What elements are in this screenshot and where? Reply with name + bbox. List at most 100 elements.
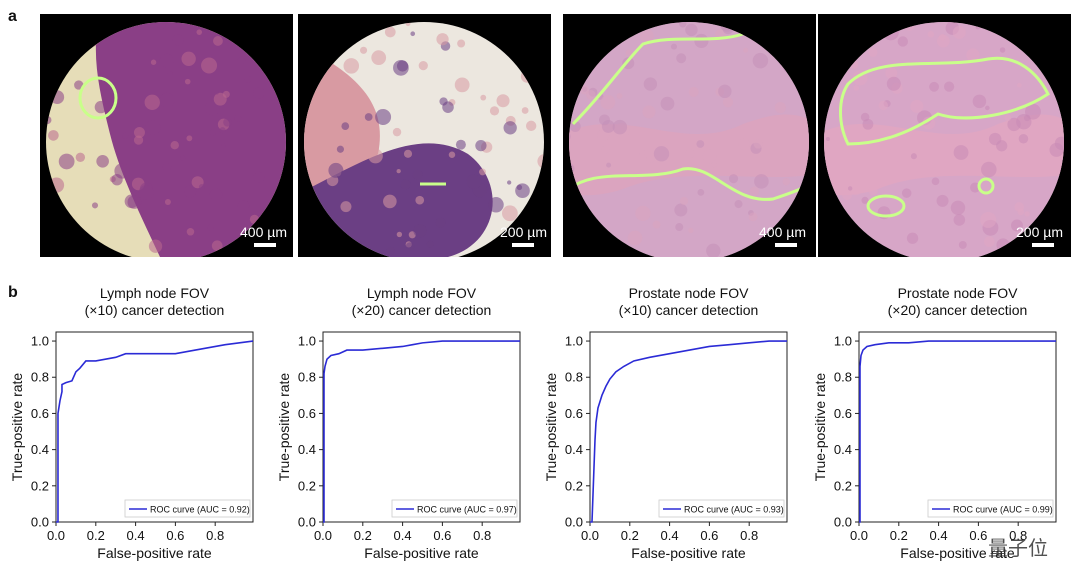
tissue-cell (237, 200, 250, 212)
tissue-cell (184, 78, 191, 85)
y-tick-label: 0.8 (834, 370, 852, 385)
tissue-cell (1041, 207, 1052, 218)
tissue-cell (270, 96, 275, 101)
tissue-cell (922, 116, 936, 130)
tissue-cell (73, 22, 87, 24)
tissue-cell (749, 186, 760, 197)
chart-title: Prostate node FOV (629, 285, 750, 301)
scale-bar-label: 400 µm (759, 224, 806, 240)
tissue-cell (108, 22, 117, 31)
micrograph-image (46, 22, 286, 257)
tissue-cell (487, 22, 503, 31)
y-tick-label: 1.0 (834, 334, 852, 349)
y-tick-label: 1.0 (298, 334, 316, 349)
tissue-cell (882, 24, 899, 41)
tissue-cell (702, 149, 717, 164)
tissue-cell (609, 248, 623, 257)
roc-chart-2: Lymph node FOV (×20) cancer detection 0.0 0… (275, 284, 533, 579)
tissue-cell (114, 163, 130, 179)
tissue-cell (91, 202, 99, 209)
tissue-cell (276, 63, 286, 77)
tissue-cell (1035, 30, 1041, 37)
tissue-cell (144, 94, 160, 111)
tissue-cell (89, 22, 101, 25)
x-tick-label: 0.6 (969, 528, 987, 543)
tissue-cell (196, 29, 203, 35)
tissue-cell (480, 94, 487, 101)
tissue-cell (384, 26, 396, 38)
tissue-cell (569, 121, 581, 132)
tissue-cell (824, 135, 825, 146)
tissue-cell (753, 139, 763, 149)
roc-curve-line (859, 340, 1056, 523)
legend-box (124, 499, 251, 518)
tissue-cell (594, 23, 602, 30)
tissue-cell (148, 219, 154, 225)
tissue-cell (906, 232, 919, 244)
chart-title: Prostate node FOV (898, 285, 1019, 301)
x-axis-label: False-positive rate (97, 545, 212, 561)
tumor-outline (569, 32, 809, 201)
roc-curve-line (323, 340, 520, 523)
tissue-cell (442, 101, 454, 113)
roc-curve-line (56, 340, 254, 523)
tissue-cell (642, 105, 656, 119)
tissue-cell (51, 205, 67, 222)
tissue-cell (340, 201, 352, 213)
tissue-cell (133, 135, 144, 145)
tissue-cell (418, 60, 428, 71)
tissue-cell (314, 170, 320, 175)
tissue-cell (734, 200, 743, 209)
tissue-cell (824, 226, 835, 237)
tissue-cell (412, 169, 423, 180)
tissue-cell (1061, 109, 1064, 125)
tissue-cell (159, 53, 174, 68)
tissue-cell (612, 119, 628, 135)
tissue-cell (606, 162, 612, 168)
tissue-cell (996, 238, 1010, 252)
tissue-cell (198, 184, 205, 190)
tissue-cell (776, 22, 787, 29)
y-tick-label: 0.6 (298, 406, 316, 421)
tissue-cell (455, 139, 466, 150)
tissue-cell (435, 217, 446, 228)
tissue-cell (569, 160, 573, 177)
tissue-cell (410, 31, 416, 37)
tissue-cell (496, 94, 510, 108)
tissue-cell (180, 155, 186, 162)
tissue-cell (253, 87, 265, 99)
legend-box (391, 499, 518, 518)
tissue-cell (586, 246, 598, 257)
y-tick-label: 0.4 (834, 442, 852, 457)
tissue-cell (585, 247, 590, 252)
y-tick-label: 1.0 (31, 334, 49, 349)
tissue-cell (526, 120, 537, 132)
tissue-cell (162, 162, 172, 172)
tissue-cell (728, 174, 739, 184)
y-tick-label: 0.4 (31, 442, 49, 457)
tissue-cell (170, 140, 179, 150)
tissue-cell (213, 92, 227, 106)
tissue-cell (46, 115, 52, 125)
x-tick-label: 0.0 (850, 528, 868, 543)
scale-bar-label: 200 µm (1016, 224, 1063, 240)
tissue-cell (244, 75, 252, 83)
y-tick-label: 0.0 (565, 515, 583, 530)
scale-bar (254, 243, 276, 247)
tissue-cell (145, 120, 161, 136)
x-tick-label: 0.8 (1009, 528, 1027, 543)
tissue-cell (493, 247, 500, 254)
tissue-cell (536, 195, 544, 211)
legend-box (658, 499, 785, 518)
tissue-cell (364, 113, 373, 121)
tissue-cell (754, 174, 769, 189)
tissue-cell (885, 67, 898, 79)
y-tick-label: 0.2 (31, 478, 49, 493)
tissue-cell (901, 188, 912, 198)
y-tick-label: 0.6 (565, 406, 583, 421)
x-axis-label: False-positive rate (631, 545, 746, 561)
tissue-cell (172, 34, 184, 46)
tissue-cell (488, 197, 504, 213)
micrograph-prostate-x20: 200 µm (818, 14, 1071, 257)
tissue-cell (953, 145, 969, 160)
